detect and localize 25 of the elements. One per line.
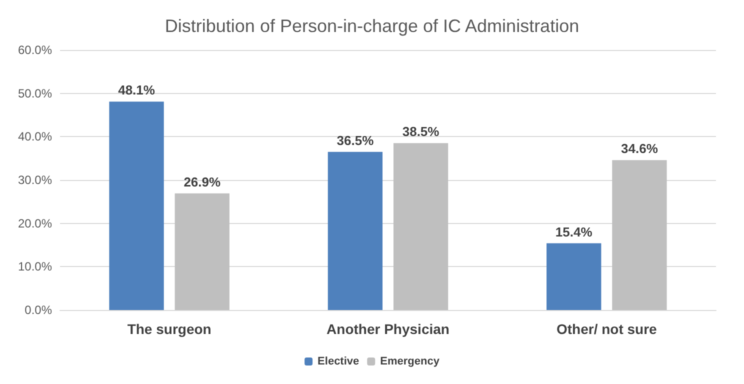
- chart-title: Distribution of Person-in-charge of IC Administration: [164, 16, 580, 36]
- y-tick-label: 10.0%: [18, 260, 52, 274]
- y-tick-label: 50.0%: [18, 86, 52, 100]
- data-label: 48.1%: [118, 82, 156, 98]
- bar: [612, 160, 667, 310]
- y-tick-label: 0.0%: [24, 303, 52, 317]
- y-tick-label: 30.0%: [18, 173, 52, 187]
- y-tick-label: 60.0%: [18, 43, 52, 57]
- bar: [393, 143, 448, 310]
- bar: [109, 102, 164, 310]
- data-label: 15.4%: [555, 224, 593, 240]
- y-tick-label: 40.0%: [18, 130, 52, 144]
- data-label: 34.6%: [621, 141, 658, 156]
- x-tick-label: The surgeon: [127, 321, 212, 337]
- bar: [546, 243, 602, 310]
- bar: [328, 152, 383, 310]
- data-label: 38.5%: [402, 124, 440, 140]
- x-tick-label: Other/ not sure: [556, 321, 658, 337]
- bar: [174, 193, 230, 310]
- legend-label: Emergency: [380, 356, 440, 368]
- y-tick-label: 20.0%: [18, 216, 52, 230]
- x-tick-label: Another Physician: [326, 321, 450, 337]
- legend-label: Elective: [318, 356, 360, 368]
- data-label: 36.5%: [336, 132, 374, 148]
- data-label: 26.9%: [184, 174, 221, 190]
